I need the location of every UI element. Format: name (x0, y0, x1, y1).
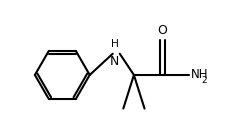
Text: N: N (110, 55, 119, 68)
Text: H: H (110, 39, 118, 49)
Text: NH: NH (190, 68, 208, 81)
Text: O: O (157, 24, 167, 37)
Text: 2: 2 (202, 76, 207, 85)
